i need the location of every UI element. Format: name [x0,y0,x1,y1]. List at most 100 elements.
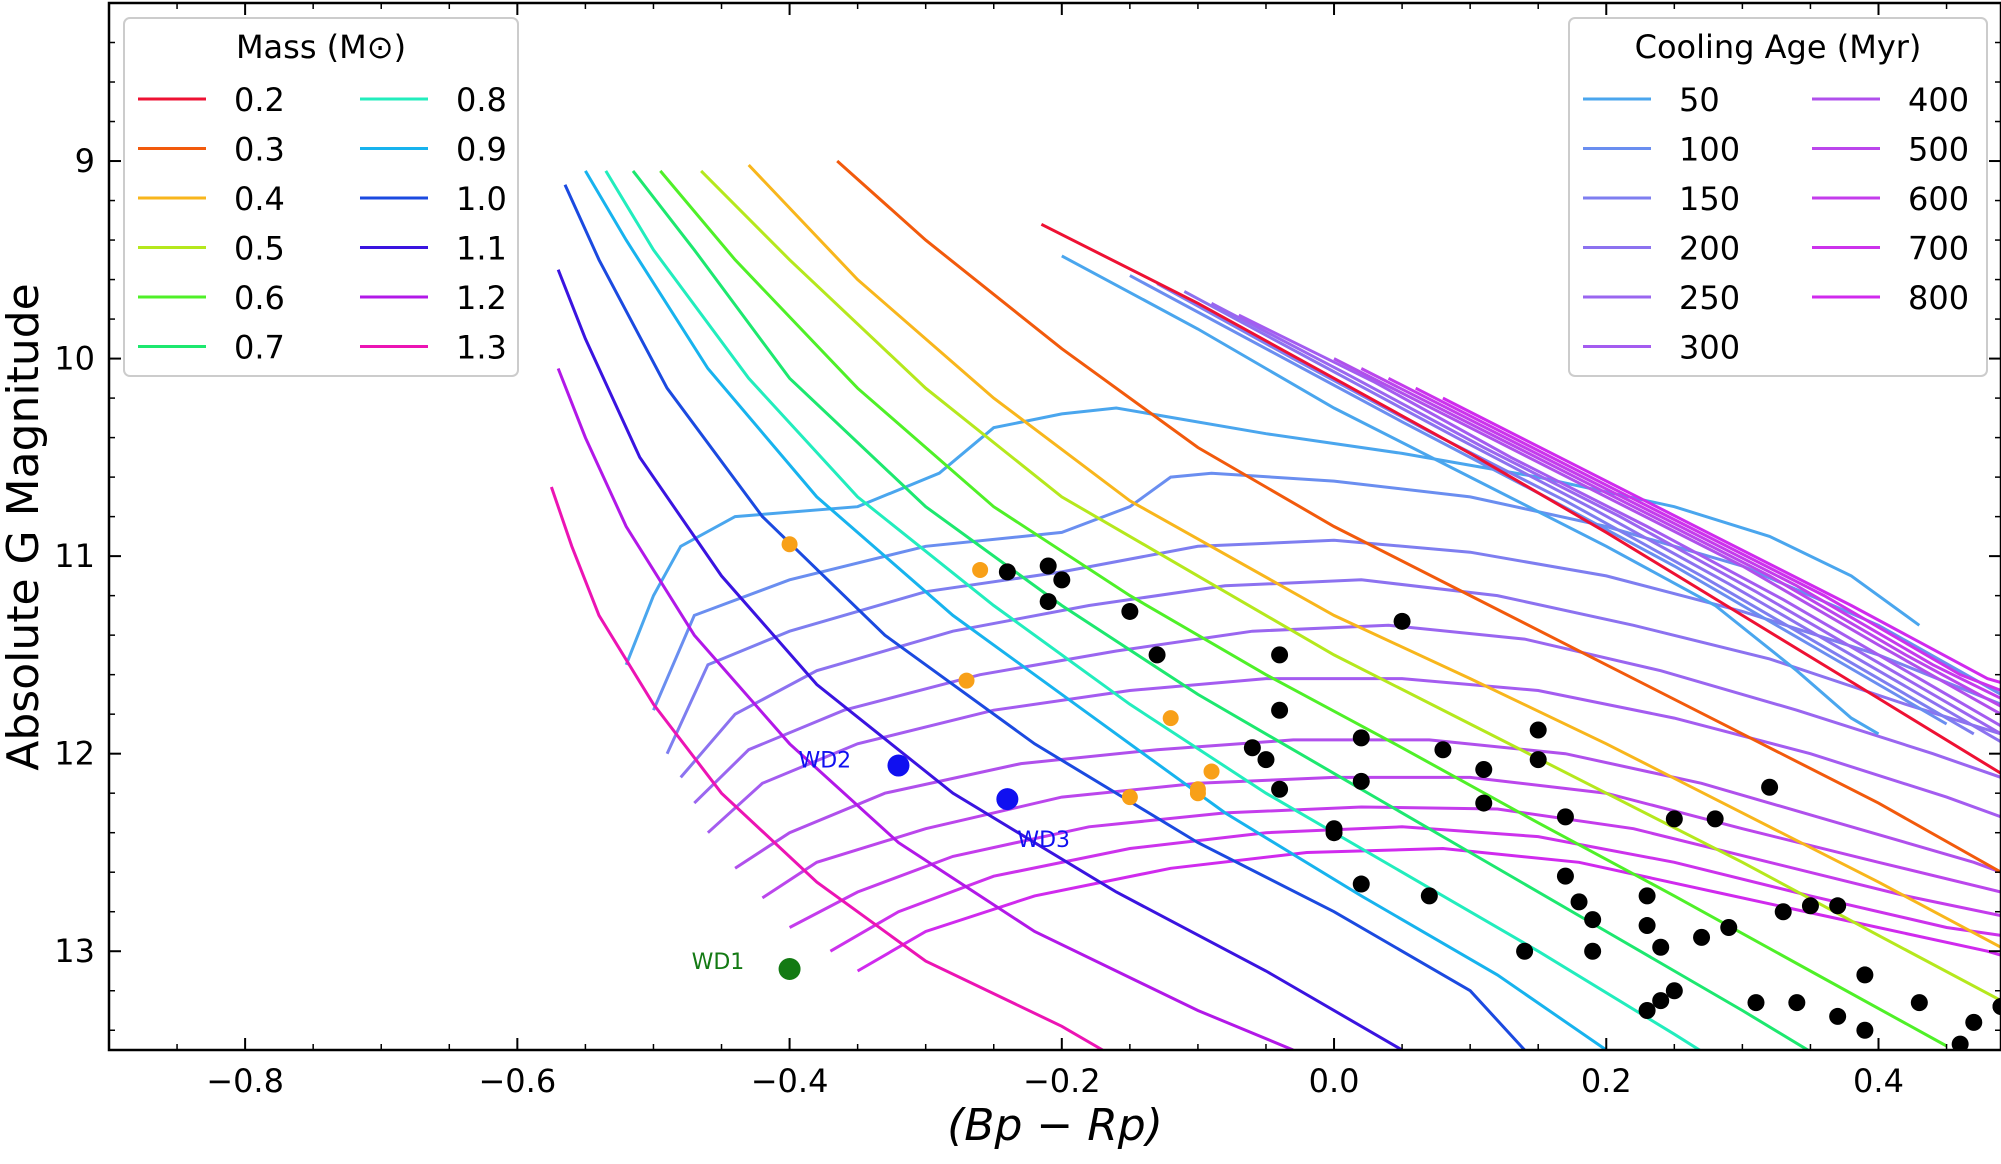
black-point-3 [1039,593,1057,611]
isochrone-upper-600-myr [1387,376,2001,700]
y-tick-label: 9 [75,142,95,180]
isochrone-upper-150-myr [1156,282,1975,736]
legend-label-0.2: 0.2 [234,81,285,119]
black-point-46 [1829,1007,1847,1025]
wd2-point [887,754,910,777]
wd3-label: WD3 [1017,828,1070,853]
black-point-36 [1801,897,1819,915]
isochrone-500-myr [761,775,2001,900]
black-point-34 [1720,919,1738,937]
legend-label-200: 200 [1679,230,1740,268]
black-point-7 [1271,646,1289,664]
orange-point-4 [1121,789,1138,806]
mass-track-1.3 [549,486,1104,1050]
legend-label-1.0: 1.0 [456,180,507,218]
black-point-2 [1053,571,1071,589]
black-point-18 [1475,794,1493,812]
black-point-11 [1271,780,1289,798]
isochrone-upper-50-myr [1061,254,1880,736]
black-point-5 [1148,646,1166,664]
x-tick-label: −0.2 [1023,1062,1101,1100]
mass-track-0.7 [631,169,1811,1050]
legend-label-1.1: 1.1 [456,230,507,268]
y-tick-label: 12 [54,735,95,773]
x-axis-label: (Bp − Rp) [947,1100,1163,1151]
black-point-13 [1434,741,1452,759]
age-legend-box [1568,17,1988,377]
legend-label-0.7: 0.7 [234,329,285,367]
axis-ticks: −0.8 −0.6 −0.4 −0.2 0.0 0.2 0.4 9 10 11 12 13 [54,3,2001,1100]
black-point-24 [1761,778,1779,796]
mass-track-1.1 [556,269,1403,1050]
isochrone-upper-300-myr [1238,313,2001,728]
black-point-0 [998,563,1016,581]
isochrone-50-myr [624,406,1921,666]
black-point-28 [1570,893,1588,911]
black-point-39 [1584,942,1602,960]
black-point-45 [1788,994,1806,1012]
mass-legend-box [123,17,519,377]
legend-label-150: 150 [1679,180,1740,218]
mass-track-0.4 [747,163,2001,949]
orange-point-6 [1189,785,1206,802]
mass-track-1.0 [563,184,1526,1050]
y-tick-label: 10 [54,340,95,378]
orange-point-0 [781,536,798,553]
legend-label-100: 100 [1679,131,1740,169]
mass-track-0.8 [604,170,1703,1050]
mass-track-0.6 [659,169,1948,1048]
black-point-35 [1774,903,1792,921]
black-point-33 [1693,928,1711,946]
black-point-6 [1393,612,1411,630]
orange-point-3 [1162,710,1179,727]
isochrone-upper-400-myr [1333,357,2001,716]
x-tick-label: −0.4 [751,1062,829,1100]
black-point-40 [1856,966,1874,984]
black-point-10 [1257,751,1275,769]
legend-label-300: 300 [1679,329,1740,367]
mass-track-0.2 [1040,222,2001,775]
black-point-26 [1420,887,1438,905]
black-point-47 [1856,1021,1874,1039]
legend-label-700: 700 [1908,230,1969,268]
mass-legend-title: Mass (M⊙) [236,28,406,66]
black-point-15 [1529,721,1547,739]
x-tick-label: 0.4 [1853,1062,1904,1100]
legend-label-0.6: 0.6 [234,279,285,317]
cooling-age-legend: Cooling Age (Myr) 50 100 150 200 250 300 400 500… [1568,17,1988,377]
black-point-25 [1352,875,1370,893]
black-point-14 [1475,760,1493,778]
isochrone-150-myr [665,538,2001,755]
black-point-22 [1665,810,1683,828]
mass-legend: Mass (M⊙) 0.2 0.3 0.4 0.5 0.6 0.7 0.8 0.9 1.0 1.1 1… [123,17,519,377]
age-legend-title: Cooling Age (Myr) [1635,28,1922,66]
track-curves [549,159,2001,1050]
y-tick-label: 13 [54,932,95,970]
black-point-8 [1271,701,1289,719]
point-annotations: WD1 WD2 WD3 [692,749,1070,981]
legend-label-800: 800 [1908,279,1969,317]
orange-point-2 [958,672,975,689]
legend-label-0.4: 0.4 [234,180,285,218]
legend-label-0.8: 0.8 [456,81,507,119]
legend-label-0.9: 0.9 [456,131,507,169]
x-tick-label: 0.0 [1309,1062,1360,1100]
black-point-29 [1584,911,1602,929]
isochrone-upper-700-myr [1415,386,2001,692]
isochrone-upper-500-myr [1360,367,2001,708]
black-point-52 [1992,998,2001,1016]
plot-frame [107,1,2001,1052]
black-point-49 [1951,1035,1969,1050]
x-tick-label: −0.8 [206,1062,284,1100]
black-point-21 [1325,824,1343,842]
isochrone-700-myr [829,825,2001,953]
black-point-23 [1706,810,1724,828]
black-point-12 [1352,729,1370,747]
legend-label-600: 600 [1908,180,1969,218]
legend-label-500: 500 [1908,131,1969,169]
black-point-16 [1529,751,1547,769]
black-point-9 [1243,739,1261,757]
legend-label-1.3: 1.3 [456,329,507,367]
wd1-point [778,958,801,981]
